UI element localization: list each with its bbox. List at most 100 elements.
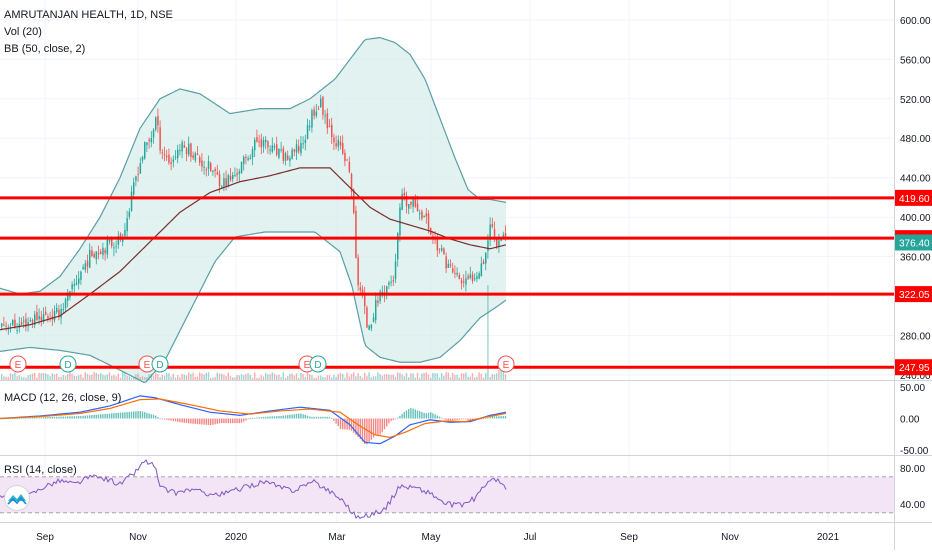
candle-body xyxy=(47,316,49,319)
macd-histogram-bar xyxy=(196,418,199,425)
candle-body xyxy=(302,143,304,145)
macd-histogram-bar xyxy=(337,418,339,427)
macd-histogram-bar xyxy=(482,418,485,420)
volume-bar xyxy=(315,377,317,380)
macd-histogram-bar xyxy=(161,418,163,420)
macd-histogram-bar xyxy=(245,418,247,421)
volume-bar xyxy=(133,377,135,380)
candle-body xyxy=(322,96,324,116)
candle-body xyxy=(359,287,362,291)
macd-histogram-bar xyxy=(216,418,218,424)
volume-bar xyxy=(69,372,71,380)
rsi-tick-label: 80.00 xyxy=(900,464,925,475)
volume-bar xyxy=(245,374,247,380)
rsi-indicator-label[interactable]: RSI (14, close) xyxy=(4,464,77,476)
macd-histogram-bar xyxy=(322,416,324,419)
macd-histogram-bar xyxy=(381,418,383,433)
volume-bar xyxy=(163,375,166,380)
candle-body xyxy=(269,149,271,151)
candle-body xyxy=(122,238,124,242)
macd-histogram-bar xyxy=(383,418,386,430)
candle-body xyxy=(137,173,139,175)
volume-bar xyxy=(137,373,139,380)
candle-body xyxy=(207,161,210,169)
macd-histogram-bar xyxy=(159,418,161,420)
volume-bar xyxy=(34,372,36,380)
symbol-title[interactable]: AMRUTANJAN HEALTH, 1D, NSE xyxy=(4,9,173,21)
candle-body xyxy=(40,316,43,321)
candle-body xyxy=(489,224,491,241)
bollinger-indicator-label[interactable]: BB (50, close, 2) xyxy=(4,43,86,55)
volume-bar xyxy=(476,376,478,380)
macd-histogram-bar xyxy=(179,418,181,423)
price-tick-label: 480.00 xyxy=(900,134,931,145)
macd-histogram-bar xyxy=(280,415,282,419)
volume-bar xyxy=(212,377,214,380)
volume-bar xyxy=(227,372,229,380)
macd-histogram-bar xyxy=(199,418,201,425)
macd-histogram-bar xyxy=(430,412,432,419)
macd-tick-label: 0.00 xyxy=(900,415,920,426)
macd-histogram-bar xyxy=(445,418,447,420)
macd-histogram-bar xyxy=(141,411,144,419)
volume-bar xyxy=(443,375,445,380)
volume-bar xyxy=(67,373,69,380)
macd-histogram-bar xyxy=(317,416,320,419)
volume-bar xyxy=(467,376,469,380)
candle-body xyxy=(141,156,144,161)
volume-bar xyxy=(177,375,179,380)
macd-histogram-bar xyxy=(397,417,399,419)
candle-body xyxy=(361,289,364,295)
volume-bar xyxy=(152,375,155,380)
candle-body xyxy=(460,280,463,284)
volume-indicator-label[interactable]: Vol (20) xyxy=(4,26,42,38)
volume-bar xyxy=(49,376,51,380)
event-marker-label: D xyxy=(156,360,163,371)
volume-bar xyxy=(106,374,108,380)
macd-histogram-bar xyxy=(485,417,487,419)
candle-body xyxy=(126,218,128,232)
macd-histogram-bar xyxy=(359,418,361,440)
macd-indicator-label[interactable]: MACD (12, 26, close, 9) xyxy=(4,392,122,404)
dividend-event-marker xyxy=(309,355,327,373)
volume-bar xyxy=(1,374,3,380)
macd-histogram-bar xyxy=(67,416,69,419)
volume-bar xyxy=(251,377,254,380)
macd-histogram-bar xyxy=(254,417,256,419)
volume-bar xyxy=(295,373,298,380)
candle-body xyxy=(390,281,392,283)
macd-histogram-bar xyxy=(361,418,364,442)
candle-body xyxy=(16,329,18,331)
candle-body xyxy=(190,143,192,157)
volume-bar xyxy=(73,375,75,380)
volume-bar xyxy=(157,374,159,380)
macd-histogram-bar xyxy=(408,409,410,419)
volume-bar xyxy=(454,375,456,380)
candle-body xyxy=(344,152,346,162)
volume-bar xyxy=(331,377,333,380)
last-price-tag xyxy=(895,234,932,251)
candle-body xyxy=(201,160,203,167)
candle-body xyxy=(324,115,326,117)
candle-body xyxy=(205,169,208,171)
candle-body xyxy=(117,236,120,245)
candle-body xyxy=(73,284,76,286)
macd-histogram-bar xyxy=(375,418,377,436)
candle-body xyxy=(71,284,73,290)
tradingview-logo[interactable] xyxy=(5,486,29,510)
macd-histogram-bar xyxy=(480,418,482,420)
volume-bar xyxy=(172,373,174,380)
candle-body xyxy=(104,250,106,254)
volume-bar xyxy=(18,375,20,380)
volume-bar xyxy=(412,373,414,380)
volume-bar xyxy=(456,374,458,380)
volume-bar xyxy=(403,376,405,380)
volume-bar xyxy=(427,374,430,380)
candle-body xyxy=(392,280,395,282)
macd-histogram-bar xyxy=(234,418,236,424)
candle-body xyxy=(447,263,450,268)
candle-body xyxy=(441,248,443,251)
volume-bar xyxy=(104,375,106,380)
